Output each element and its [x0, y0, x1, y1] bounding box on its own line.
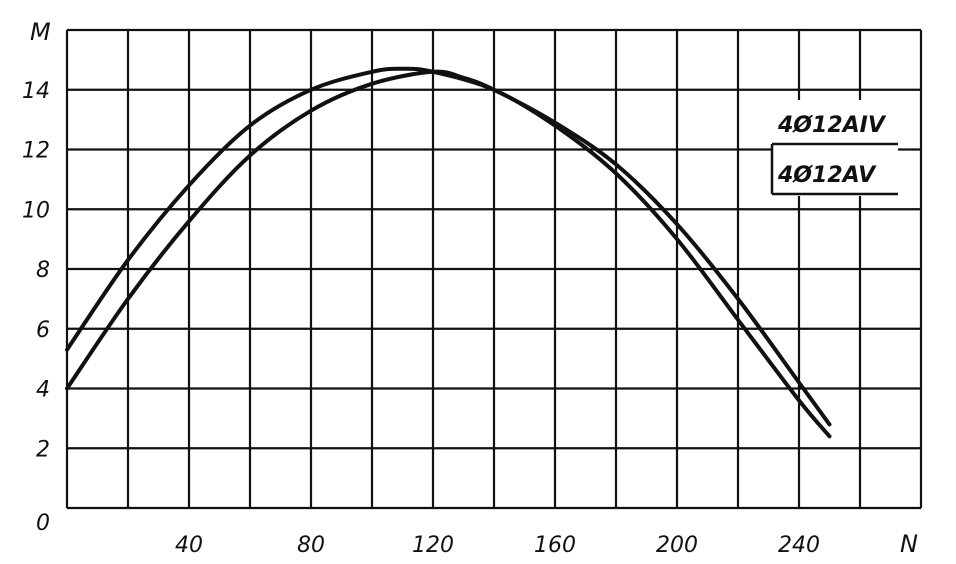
tick-labels: 40 80 120 160 200 240 2 4 6 8 10 12 14 0	[22, 79, 820, 558]
y-tick-label: 6	[36, 318, 50, 343]
series-line-1	[65, 66, 832, 439]
curves	[65, 66, 832, 439]
y-tick-label-zero: 0	[36, 511, 50, 536]
x-tick-label: 160	[534, 533, 576, 558]
y-tick-label: 4	[36, 378, 50, 403]
x-axis-label: N	[900, 530, 918, 558]
x-tick-label: 200	[656, 533, 698, 558]
series-line-2	[65, 69, 832, 427]
y-tick-label: 14	[22, 79, 50, 104]
x-tick-label: 240	[778, 533, 820, 558]
x-tick-label: 80	[297, 533, 325, 558]
y-tick-label: 12	[22, 139, 50, 164]
y-tick-label: 10	[22, 198, 50, 223]
y-axis-label: M	[30, 18, 51, 46]
y-tick-label: 8	[36, 258, 50, 283]
y-tick-label: 2	[36, 437, 50, 462]
legend: 4Ø12AIV 4Ø12AV	[770, 100, 898, 196]
x-tick-label: 40	[175, 533, 203, 558]
legend-entry-1: 4Ø12AIV	[777, 113, 887, 138]
x-tick-label: 120	[412, 533, 454, 558]
legend-box	[772, 100, 898, 196]
legend-entry-2: 4Ø12AV	[777, 163, 877, 188]
